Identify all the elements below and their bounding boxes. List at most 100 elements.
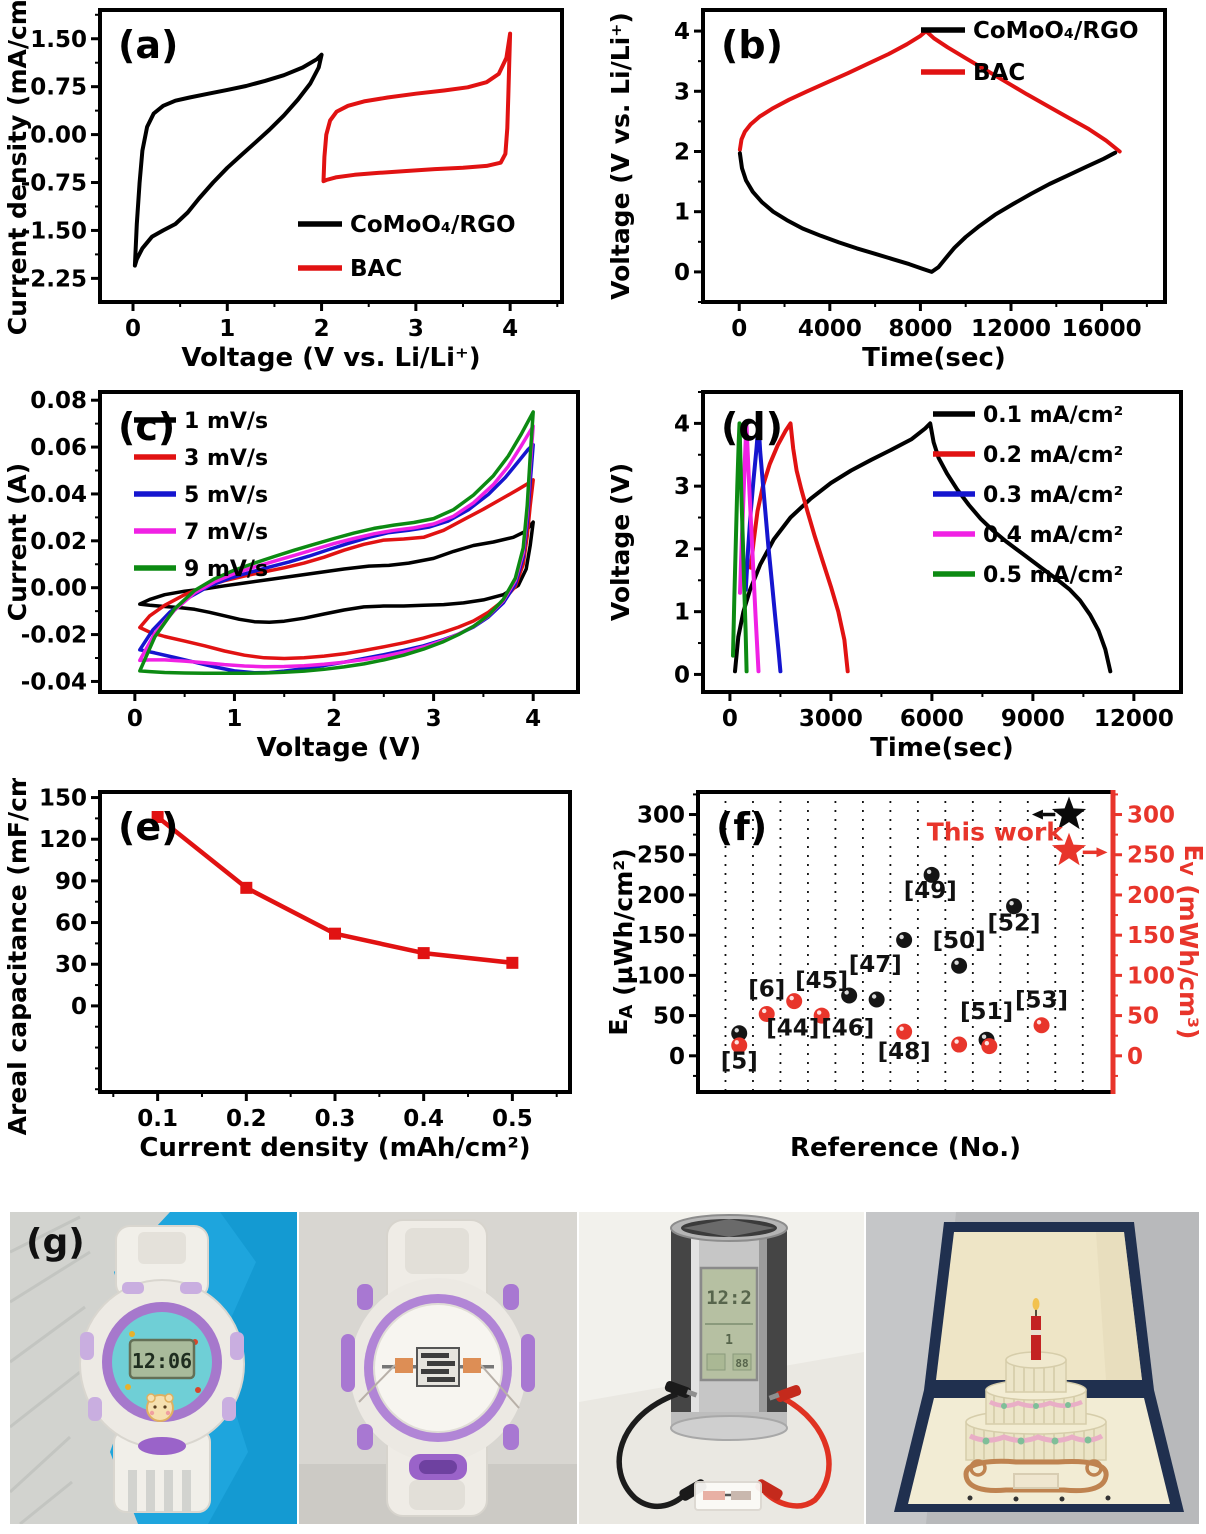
- svg-text:1: 1: [226, 706, 242, 732]
- strap-slots: [128, 1470, 191, 1512]
- svg-text:4: 4: [525, 706, 541, 732]
- y-axis: 0 50 100 150 200 250 300: [637, 793, 698, 1077]
- legend: CoMoO₄/RGO BAC: [298, 212, 516, 282]
- watch-clasp-inner: [419, 1460, 457, 1474]
- clock-lcd-mid: 1: [725, 1333, 733, 1348]
- annotation: [50]: [933, 928, 986, 954]
- series-9-mv-s: [138, 410, 535, 676]
- watch-button: [138, 1437, 186, 1455]
- y-axis-label: EV (mWh/cm³): [1174, 845, 1206, 1040]
- svg-text:9000: 9000: [1001, 706, 1065, 732]
- photo-clock-demo: 12:2 1 88: [579, 1212, 864, 1524]
- svg-text:60: 60: [55, 911, 87, 937]
- red-clip-bottom: [755, 1479, 783, 1501]
- svg-text:2: 2: [674, 139, 690, 165]
- card-inner-shade: [1096, 1232, 1142, 1380]
- svg-text:1: 1: [674, 200, 690, 226]
- svg-text:0.2: 0.2: [226, 1106, 267, 1132]
- y-axis-label: Areal capacitance (mF/cm²): [3, 778, 32, 1135]
- series-comoo4-rgo: [132, 52, 324, 268]
- svg-text:0: 0: [674, 260, 690, 286]
- series-1-mv-s: [138, 520, 535, 624]
- svg-text:0: 0: [1127, 1044, 1143, 1070]
- photo-watch-back: [299, 1212, 577, 1524]
- svg-text:250: 250: [1127, 843, 1175, 869]
- popup-cake: [965, 1298, 1107, 1461]
- face-decorations: [125, 1331, 201, 1393]
- svg-text:0: 0: [722, 706, 738, 732]
- annotation: [52]: [988, 910, 1041, 936]
- svg-text:8000: 8000: [888, 316, 952, 342]
- series-0.5-ma-cm2: [731, 421, 749, 674]
- series-ev-refs: [731, 993, 1050, 1055]
- arrow-head: [1096, 847, 1108, 858]
- case-side-tabs: [341, 1284, 535, 1450]
- annotation: [48]: [878, 1039, 931, 1065]
- svg-text:100: 100: [1127, 963, 1175, 989]
- svg-text:0.1: 0.1: [137, 1106, 178, 1132]
- svg-text:200: 200: [637, 883, 685, 909]
- svg-text:0.08: 0.08: [30, 388, 87, 414]
- chart-panel-d: 0 3000 6000 9000 12000 0 1 2 3 4 Time(sec) Voltage …: [603, 378, 1206, 778]
- chart-panel-e: 0.1 0.2 0.3 0.4 0.5 0 30 60 90 120 150 Current dens…: [0, 778, 603, 1180]
- svg-text:0.2 mA/cm²: 0.2 mA/cm²: [983, 443, 1123, 468]
- x-axis-label: Voltage (V): [257, 733, 422, 763]
- copper-circuit: [963, 1458, 1109, 1494]
- flexible-supercapacitor: [694, 1481, 762, 1511]
- svg-text:100: 100: [637, 963, 685, 989]
- svg-text:4000: 4000: [798, 316, 862, 342]
- svg-text:7 mV/s: 7 mV/s: [184, 520, 268, 545]
- x-axis: 0.1 0.2 0.3 0.4 0.5: [112, 1092, 558, 1132]
- svg-text:0.4 mA/cm²: 0.4 mA/cm²: [983, 523, 1123, 548]
- svg-text:-0.04: -0.04: [21, 669, 87, 695]
- candle-flame: [1032, 1298, 1040, 1310]
- y-axis: 0 30 60 90 120 150: [39, 786, 100, 1091]
- red-lead-wire: [755, 1384, 832, 1509]
- annotation: [6]: [748, 976, 785, 1002]
- panel-g-label: (g): [26, 1222, 85, 1263]
- svg-text:90: 90: [55, 869, 87, 895]
- annotation: [46]: [821, 1016, 874, 1042]
- y-axis: 0 1 2 3 4: [674, 391, 703, 688]
- blue-cloth-fold: [208, 1212, 297, 1524]
- clock-cylinder: 12:2 1 88: [670, 1214, 788, 1441]
- series-0.1-ma-cm2: [733, 421, 1113, 674]
- svg-text:0.75: 0.75: [30, 75, 87, 101]
- photo-cake-card: [866, 1212, 1199, 1524]
- y-axis-label: Current (A): [3, 463, 32, 621]
- svg-text:2: 2: [314, 316, 330, 342]
- strap-opening: [405, 1228, 469, 1274]
- y-axis-label: Voltage (V vs. Li/Li⁺): [606, 12, 635, 300]
- svg-text:120: 120: [39, 827, 87, 853]
- series-ea-this-work-star: [1051, 796, 1087, 830]
- strap-opening-bottom: [409, 1480, 465, 1510]
- garland-leaves-bottom: [982, 1436, 1092, 1445]
- micro-supercapacitor: [358, 1347, 520, 1409]
- svg-text:16000: 16000: [1062, 316, 1142, 342]
- coil-right: [1085, 1459, 1103, 1477]
- svg-text:-2.25: -2.25: [21, 266, 87, 292]
- series-bac: [737, 29, 1122, 154]
- legend: 1 mV/s 3 mV/s 5 mV/s 7 mV/s 9 mV/s: [134, 409, 268, 582]
- card-dot-holes: [967, 1495, 1111, 1502]
- series-ev-this-work-star: [1051, 832, 1087, 866]
- svg-text:0.02: 0.02: [30, 529, 87, 555]
- chart-panel-c: 0 1 2 3 4 -0.04 -0.02 0.00 0.02 0.04 0.06 0.08 Volta…: [0, 378, 603, 778]
- svg-text:4: 4: [674, 411, 690, 437]
- svg-text:150: 150: [637, 923, 685, 949]
- svg-text:4: 4: [674, 19, 690, 45]
- svg-text:0.1 mA/cm²: 0.1 mA/cm²: [983, 403, 1123, 428]
- svg-text:30: 30: [55, 952, 87, 978]
- svg-text:0: 0: [669, 1044, 685, 1070]
- annotation: [47]: [849, 952, 902, 978]
- svg-text:3: 3: [408, 316, 424, 342]
- cartoon-character: [146, 1393, 174, 1422]
- svg-text:3000: 3000: [799, 706, 863, 732]
- svg-text:150: 150: [39, 786, 87, 812]
- svg-text:0: 0: [731, 316, 747, 342]
- panel-letter: (e): [118, 805, 179, 849]
- x-axis: 0 1 2 3 4: [125, 302, 559, 342]
- svg-text:CoMoO₄/RGO: CoMoO₄/RGO: [973, 18, 1139, 44]
- svg-text:0.00: 0.00: [30, 123, 87, 149]
